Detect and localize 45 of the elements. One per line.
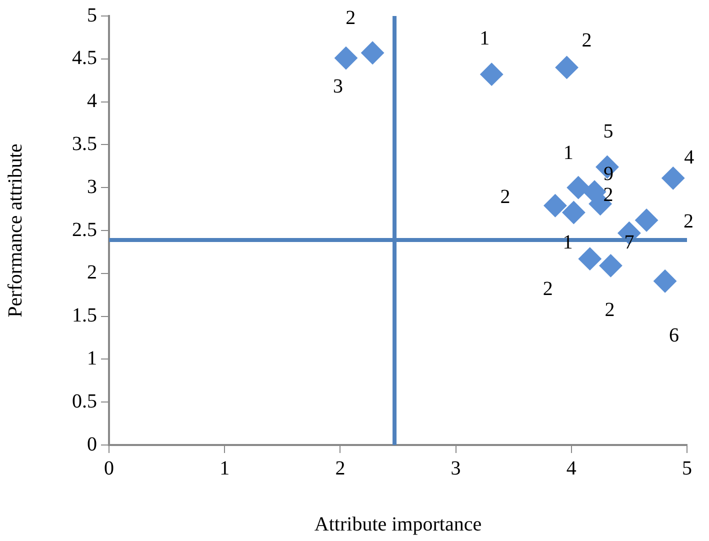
y-tick-label: 4.5 [72,47,97,70]
x-tick-label: 2 [335,457,346,480]
x-tick-label: 0 [104,457,114,480]
x-tick-label: 1 [220,457,230,480]
annotation: 3 [332,75,343,98]
point [654,270,677,293]
annotation: 4 [684,146,694,168]
annotation: 7 [624,231,634,254]
point [599,254,622,278]
y-tick-label: 0.5 [72,390,97,412]
y-tick-label: 5 [87,4,97,26]
annotation: 1 [563,142,574,164]
x-tick-label: 3 [450,457,461,480]
annotation: 2 [604,298,615,321]
annotation: 6 [669,324,680,346]
point [566,176,590,200]
x-axis-title: Attribute importance [314,513,482,536]
point [562,200,586,224]
annotation: 2 [603,184,614,206]
annotation: 2 [500,186,510,208]
point [480,62,504,86]
annotation: 5 [603,120,614,142]
point [635,208,658,232]
y-tick-label: 2 [87,262,97,284]
y-tick-label: 2.5 [72,218,97,241]
y-tick-label: 3.5 [72,132,97,155]
y-tick-label: 3 [87,176,97,198]
annotation: 2 [542,278,553,300]
point [578,247,602,270]
point [555,56,578,79]
annotation: 1 [480,28,490,50]
y-tick-label: 1.5 [72,304,97,327]
x-tick-label: 4 [566,457,576,480]
annotation: 2 [684,210,694,232]
x-tick-label: 5 [682,457,692,480]
annotation: 2 [582,30,592,52]
annotation: 2 [346,7,356,30]
y-tick-label: 0 [87,433,97,456]
y-tick-label: 4 [87,90,97,112]
y-tick-label: 1 [87,347,97,370]
point [544,194,567,218]
point [361,41,384,64]
point [662,166,685,190]
point [334,46,358,70]
y-axis-title: Performance attribute [4,143,26,318]
